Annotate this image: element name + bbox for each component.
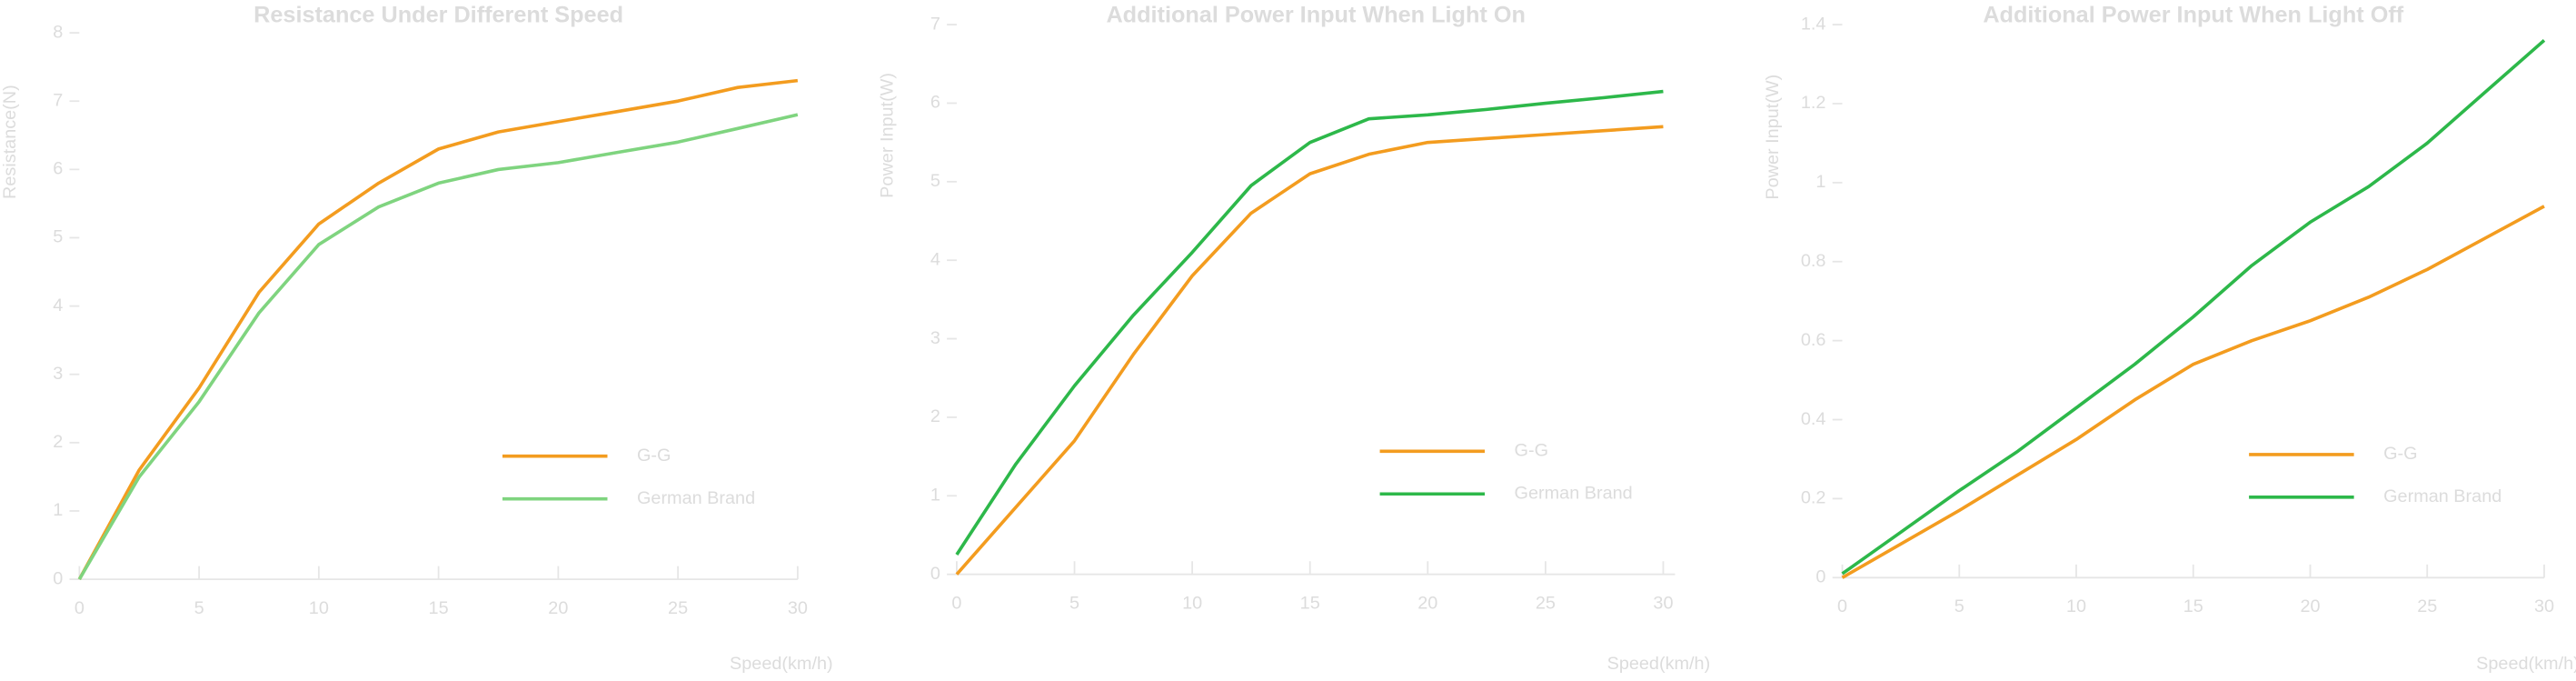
series-line <box>77 113 799 581</box>
x-tick-label: 30 <box>2534 596 2554 616</box>
series-line <box>955 89 1664 556</box>
y-tick-label: 4 <box>930 249 940 269</box>
x-tick-label: 15 <box>1300 593 1320 613</box>
y-tick-label: 7 <box>930 14 940 34</box>
x-tick-label: 10 <box>1182 593 1202 613</box>
chart-title: Additional Power Input When Light Off <box>1983 3 2403 28</box>
y-tick-label: 1 <box>53 500 63 520</box>
x-tick-label: 20 <box>2300 596 2320 616</box>
y-tick-label: 2 <box>53 432 63 452</box>
legend-label: G-G <box>1515 441 1548 461</box>
series-line <box>1841 205 2545 579</box>
x-axis-label: Speed(km/h) <box>2476 654 2576 674</box>
y-tick-label: 1.4 <box>1801 14 1826 34</box>
x-tick-label: 0 <box>1837 596 1847 616</box>
x-tick-label: 25 <box>2417 596 2437 616</box>
y-tick-label: 0 <box>53 568 63 588</box>
x-tick-label: 30 <box>788 598 808 618</box>
chart-title: Additional Power Input When Light On <box>1106 3 1525 28</box>
y-tick-label: 3 <box>930 328 940 348</box>
y-axis-label: Resistance(N) <box>0 85 20 199</box>
y-tick-label: 5 <box>930 171 940 191</box>
legend-label: German Brand <box>2383 486 2501 506</box>
y-tick-label: 0 <box>930 564 940 584</box>
x-tick-label: 5 <box>1069 593 1079 613</box>
x-tick-label: 10 <box>2066 596 2086 616</box>
y-tick-label: 2 <box>930 406 940 426</box>
legend-label: G-G <box>2383 444 2417 464</box>
x-tick-label: 5 <box>1954 596 1964 616</box>
y-tick-label: 6 <box>53 159 63 179</box>
x-tick-label: 25 <box>1536 593 1556 613</box>
legend-label: German Brand <box>1515 484 1633 504</box>
y-tick-label: 0.4 <box>1801 409 1826 429</box>
series-line <box>1841 39 2546 576</box>
x-axis-label: Speed(km/h) <box>1607 654 1711 674</box>
x-tick-label: 10 <box>309 598 329 618</box>
y-tick-label: 0 <box>1815 567 1825 587</box>
y-tick-label: 1 <box>1815 172 1825 192</box>
y-tick-label: 4 <box>53 295 63 315</box>
x-tick-label: 20 <box>548 598 568 618</box>
y-tick-label: 6 <box>930 93 940 113</box>
y-tick-label: 3 <box>53 364 63 384</box>
series-line <box>77 78 799 580</box>
x-tick-label: 20 <box>1417 593 1437 613</box>
y-tick-label: 7 <box>53 90 63 110</box>
x-tick-label: 0 <box>951 593 961 613</box>
x-tick-label: 30 <box>1653 593 1673 613</box>
y-tick-label: 1.2 <box>1801 93 1826 113</box>
y-tick-label: 0.8 <box>1801 251 1826 271</box>
y-axis-label: Power Input(W) <box>877 73 897 198</box>
y-tick-label: 8 <box>53 22 63 42</box>
x-tick-label: 0 <box>75 598 85 618</box>
x-axis-label: Speed(km/h) <box>730 654 833 674</box>
x-tick-label: 15 <box>429 598 449 618</box>
legend-label: German Brand <box>637 488 755 508</box>
legend-label: G-G <box>637 446 671 466</box>
y-tick-label: 1 <box>930 486 940 506</box>
series-line <box>955 125 1664 576</box>
y-tick-label: 5 <box>53 227 63 247</box>
chart-title: Resistance Under Different Speed <box>254 3 623 28</box>
x-tick-label: 15 <box>2183 596 2203 616</box>
x-tick-label: 25 <box>668 598 688 618</box>
x-tick-label: 5 <box>194 598 204 618</box>
y-tick-label: 0.6 <box>1801 330 1826 350</box>
y-axis-label: Power Input(W) <box>1763 75 1783 200</box>
y-tick-label: 0.2 <box>1801 488 1826 508</box>
